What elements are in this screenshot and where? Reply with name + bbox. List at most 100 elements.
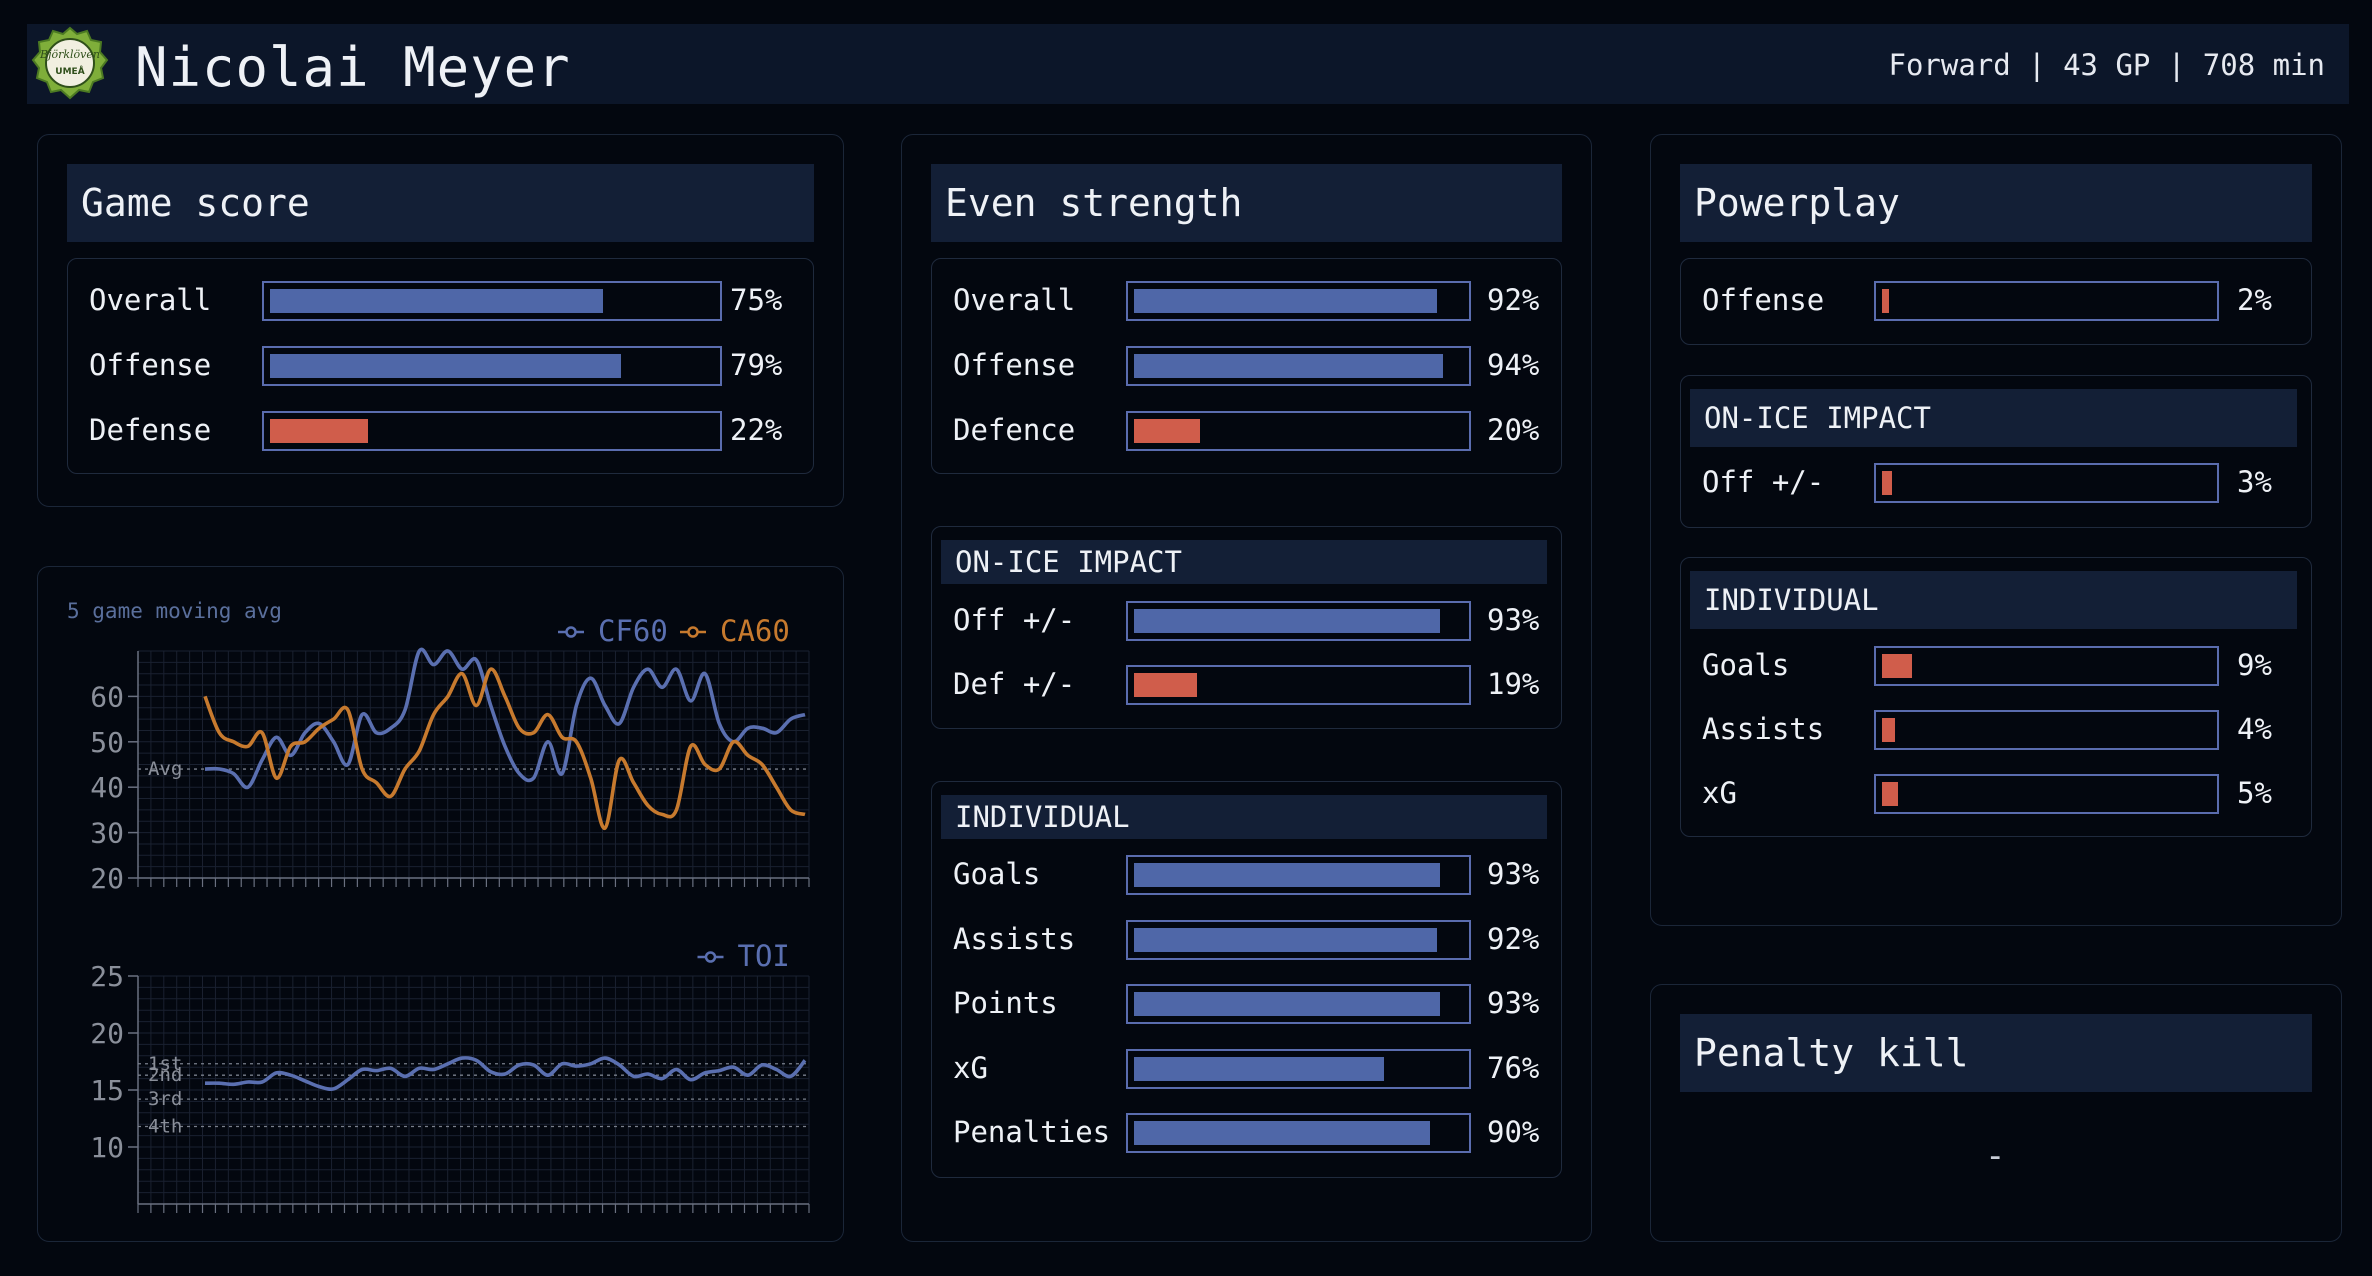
es-on-ice-row-value: 19% [1487,667,1540,701]
y-tick-label: 40 [90,771,124,804]
pp-individual-box [1680,557,2312,837]
player-name: Nicolai Meyer [135,36,571,99]
es-individual-title: INDIVIDUAL [941,795,1547,839]
es-on-ice-row-label: Def +/- [953,667,1076,701]
es-on-ice-row-label: Off +/- [953,603,1076,637]
game-score-row-bar-fill [270,354,621,378]
es-individual-row-label: Points [953,986,1058,1020]
es-individual-row-bar-fill [1134,1121,1431,1145]
es-summary-row-bar [1126,281,1471,321]
es-summary-row-label: Defence [953,413,1076,447]
pp-on-ice-title: ON-ICE IMPACT [1690,389,2297,447]
pp-individual-row-bar [1874,774,2219,814]
es-individual-row-value: 93% [1487,986,1540,1020]
game-score-row-bar [262,281,722,321]
es-individual-row-bar-fill [1134,863,1440,887]
pp-summary-row-bar-fill [1882,289,1889,313]
es-individual-row-bar [1126,855,1471,895]
es-individual-row-bar-fill [1134,927,1437,952]
game-score-row-bar-fill [270,289,603,313]
es-individual-row-label: xG [953,1050,988,1085]
pp-summary-box [1680,258,2312,345]
legend-marker-dot [687,626,699,638]
player-meta: Forward | 43 GP | 708 min [1888,48,2326,82]
y-tick-label: 60 [90,680,124,713]
team-logo: Björklöven UMEÅ [31,26,109,100]
es-individual-row-label: Penalties [953,1115,1111,1149]
pp-individual-title: INDIVIDUAL [1690,571,2297,629]
es-individual-row-bar-fill [1134,992,1440,1016]
es-on-ice-row-bar-fill [1134,609,1440,633]
game-score-row-value: 75% [730,283,783,317]
es-on-ice-box [931,526,1562,729]
pp-individual-row-value: 4% [2237,712,2272,746]
reference-line-label: Avg [148,758,182,780]
chart-card [37,566,844,1242]
pp-individual-row-value: 5% [2237,776,2272,810]
es-summary-row-bar [1126,346,1471,386]
pp-on-ice-row-label: Off +/- [1702,465,1825,499]
es-summary-row-label: Offense [953,348,1076,382]
pp-on-ice-row-bar [1874,463,2219,503]
y-tick-label: 15 [90,1074,124,1107]
es-summary-row-bar-fill [1134,419,1200,443]
es-individual-row-bar-fill [1134,1056,1385,1081]
es-summary-row-value: 20% [1487,413,1540,447]
pp-individual-row-label: xG [1702,776,1737,810]
pp-individual-row-bar [1874,710,2219,750]
y-tick-label: 25 [90,960,124,993]
game-score-row-value: 22% [730,413,783,447]
y-tick-label: 30 [90,817,124,850]
es-on-ice-row-value: 93% [1487,603,1540,637]
es-individual-row-bar [1126,984,1471,1024]
y-tick-label: 20 [90,1017,124,1050]
game-score-row-bar [262,346,722,386]
legend-label: CA60 [720,614,790,648]
es-summary-box [931,258,1562,474]
pp-on-ice-box [1680,375,2312,528]
es-individual-row-bar [1126,1048,1471,1089]
logo-city: UMEÅ [55,66,84,77]
penalty-kill-value: - [1985,1136,2006,1176]
pp-individual-row-value: 9% [2237,648,2272,682]
pp-on-ice-row-value: 3% [2237,465,2272,499]
pp-individual-row-bar [1874,646,2219,686]
es-individual-row-label: Assists [953,921,1076,956]
game-score-row-value: 79% [730,348,783,382]
reference-line-label: 3rd [148,1088,182,1110]
even-strength-title: Even strength [931,164,1562,242]
game-score-title: Game score [67,164,814,242]
es-summary-row-value: 92% [1487,283,1540,317]
es-on-ice-title: ON-ICE IMPACT [941,540,1547,584]
game-score-box [67,258,814,474]
es-individual-row-bar [1126,1113,1471,1153]
pp-summary-row-bar [1874,281,2219,321]
legend-label: TOI [738,939,790,973]
reference-line-label: 2nd [148,1064,182,1086]
es-on-ice-row-bar-fill [1134,673,1197,697]
pp-individual-row-bar-fill [1882,718,1896,742]
game-score-row-bar [262,411,722,451]
pp-summary-row-value: 2% [2237,283,2272,317]
game-score-row-bar-fill [270,419,368,443]
series-line-cf60 [204,647,806,790]
reference-line-label: 4th [148,1115,182,1137]
es-individual-row-value: 93% [1487,857,1540,891]
game-score-row-label: Offense [89,348,212,382]
reference-line-label: 1st [148,1053,182,1075]
es-individual-row-value: 90% [1487,1115,1540,1149]
es-on-ice-row-bar [1126,601,1471,641]
logo-wordmark: Björklöven [39,48,100,61]
y-tick-label: 50 [90,726,124,759]
es-individual-row-bar [1126,919,1471,960]
es-summary-row-value: 94% [1487,348,1540,382]
es-summary-row-bar [1126,411,1471,451]
pp-on-ice-row-bar-fill [1882,471,1892,495]
es-individual-row-value: 76% [1487,1050,1540,1085]
legend-label: CF60 [598,614,668,648]
es-individual-box [931,781,1562,1178]
es-summary-row-bar-fill [1134,354,1444,378]
pp-individual-row-label: Goals [1702,648,1790,682]
es-individual-row-label: Goals [953,857,1041,891]
